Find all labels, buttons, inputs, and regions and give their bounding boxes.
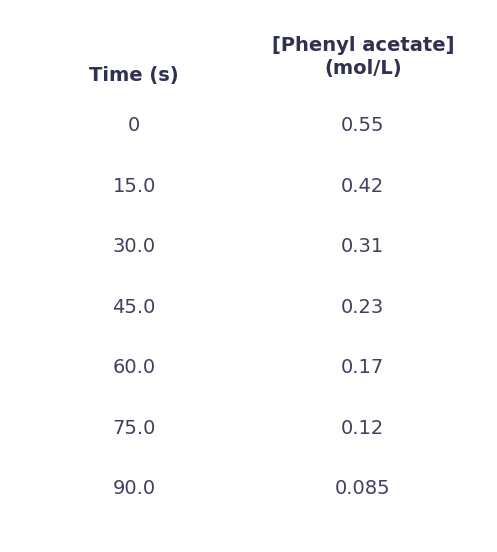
Text: 45.0: 45.0 xyxy=(112,298,156,317)
Text: 0.23: 0.23 xyxy=(341,298,385,317)
Text: 0.55: 0.55 xyxy=(341,116,385,135)
Text: 0: 0 xyxy=(128,116,140,135)
Text: 0.42: 0.42 xyxy=(341,177,385,196)
Text: 0.12: 0.12 xyxy=(341,418,385,438)
Text: 90.0: 90.0 xyxy=(113,479,156,498)
Text: 0.085: 0.085 xyxy=(335,479,391,498)
Text: 75.0: 75.0 xyxy=(112,418,156,438)
Text: [Phenyl acetate]
(mol/L): [Phenyl acetate] (mol/L) xyxy=(271,36,454,78)
Text: Time (s): Time (s) xyxy=(89,66,179,84)
Text: 60.0: 60.0 xyxy=(113,358,156,377)
Text: 0.17: 0.17 xyxy=(341,358,385,377)
Text: 15.0: 15.0 xyxy=(112,177,156,196)
Text: 0.31: 0.31 xyxy=(341,237,385,256)
Text: 30.0: 30.0 xyxy=(113,237,156,256)
